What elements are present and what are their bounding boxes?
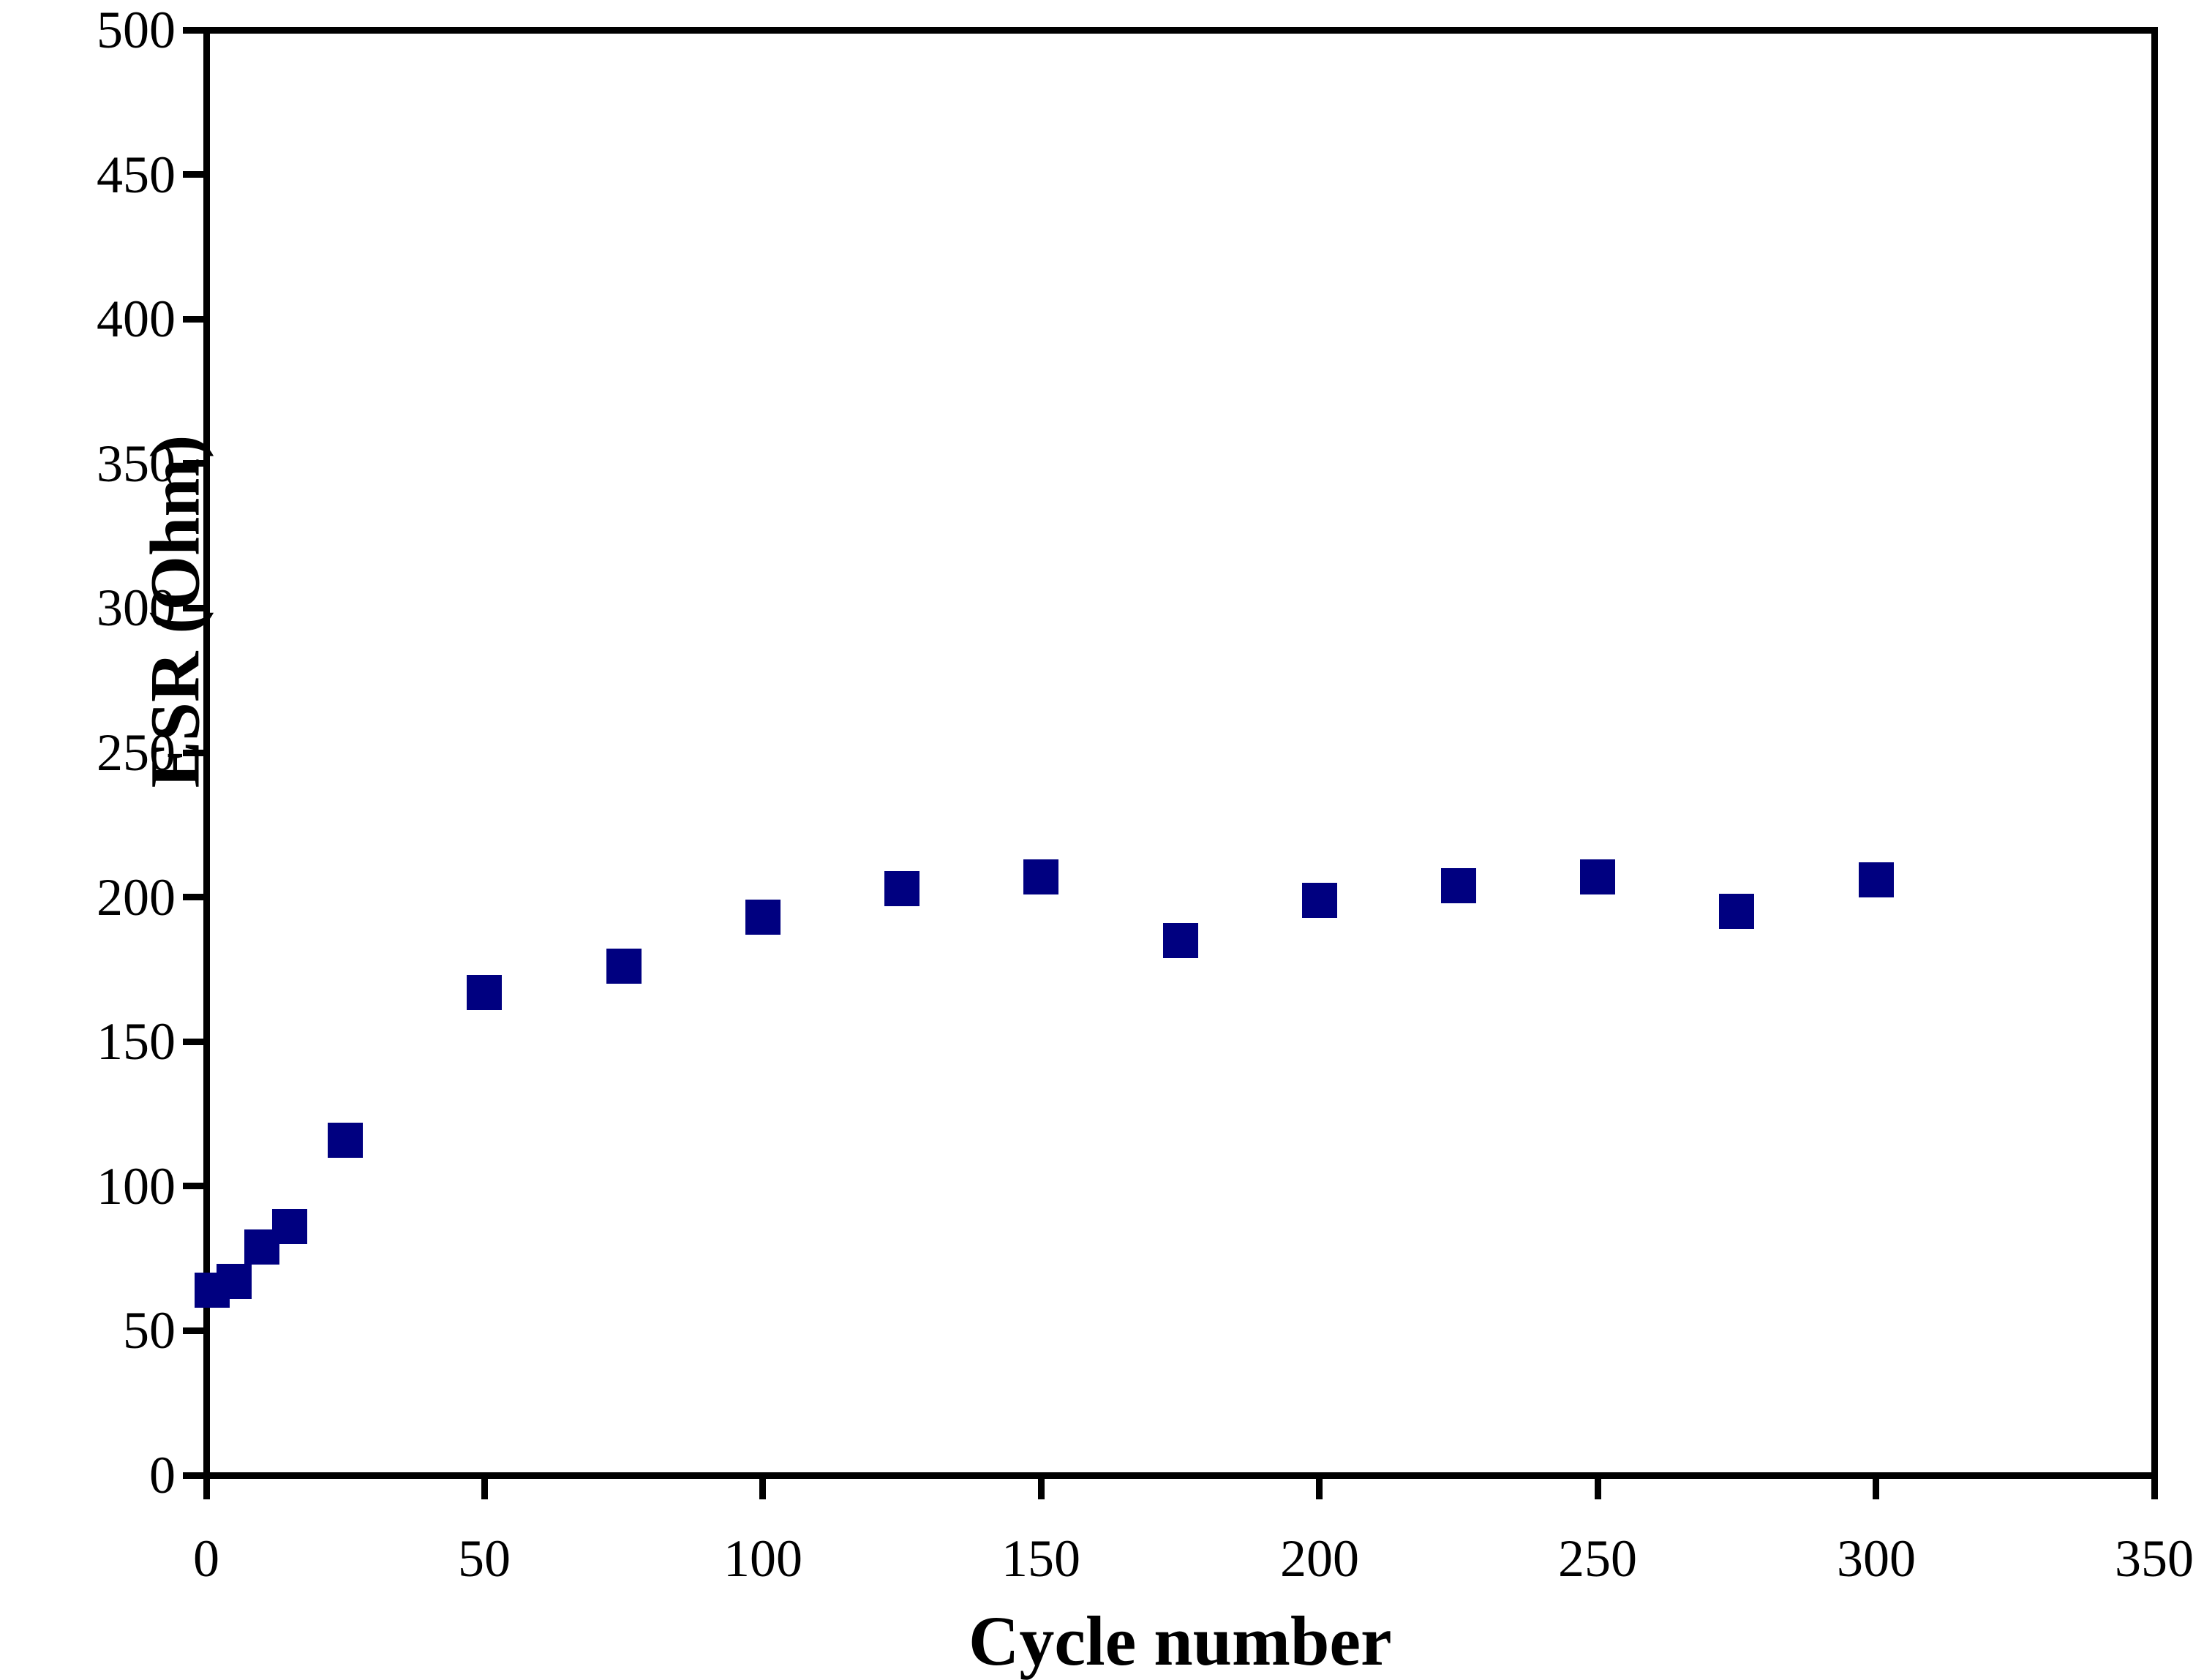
y-axis-tick-label: 50 bbox=[123, 1301, 176, 1360]
x-axis-tick-label: 300 bbox=[1837, 1529, 1916, 1588]
x-axis-tick-label: 50 bbox=[458, 1529, 511, 1588]
y-axis-tick bbox=[183, 605, 203, 611]
x-axis-tick bbox=[2151, 1479, 2158, 1499]
data-point-marker bbox=[606, 949, 642, 984]
x-axis-tick bbox=[1038, 1479, 1045, 1499]
plot-area bbox=[203, 27, 2158, 1479]
x-axis-tick bbox=[1873, 1479, 1879, 1499]
y-axis-tick-label: 400 bbox=[97, 290, 176, 348]
x-axis-tick bbox=[759, 1479, 766, 1499]
y-axis-tick-label: 100 bbox=[97, 1157, 176, 1216]
y-axis-tick bbox=[183, 171, 203, 178]
data-point-marker bbox=[1163, 923, 1198, 958]
x-axis-tick-label: 350 bbox=[2115, 1529, 2194, 1588]
x-axis-tick-label: 250 bbox=[1558, 1529, 1637, 1588]
y-axis-title: ESR (Ohm) bbox=[135, 434, 214, 788]
x-axis-tick bbox=[1595, 1479, 1601, 1499]
y-axis-tick bbox=[183, 1327, 203, 1334]
data-point-marker bbox=[745, 900, 781, 935]
data-point-marker bbox=[1023, 859, 1058, 894]
y-axis-tick bbox=[183, 750, 203, 756]
y-axis-tick bbox=[183, 1183, 203, 1189]
data-point-marker bbox=[1441, 868, 1476, 903]
data-point-marker bbox=[217, 1264, 252, 1299]
data-point-marker bbox=[272, 1209, 307, 1244]
y-axis-tick-label: 150 bbox=[97, 1012, 176, 1071]
y-axis-tick-label: 300 bbox=[97, 579, 176, 637]
y-axis-tick-label: 250 bbox=[97, 723, 176, 782]
x-axis-tick-label: 0 bbox=[193, 1529, 219, 1588]
x-axis-tick-label: 150 bbox=[1001, 1529, 1080, 1588]
x-axis-tick-label: 100 bbox=[723, 1529, 802, 1588]
y-axis-tick bbox=[183, 894, 203, 900]
data-point-marker bbox=[1580, 859, 1615, 894]
x-axis-tick-label: 200 bbox=[1280, 1529, 1359, 1588]
y-axis-tick bbox=[183, 1472, 203, 1479]
x-axis-title: Cycle number bbox=[969, 1602, 1392, 1680]
y-axis-tick bbox=[183, 316, 203, 323]
y-axis-tick bbox=[183, 460, 203, 467]
data-point-marker bbox=[1859, 862, 1894, 897]
data-point-marker bbox=[328, 1123, 363, 1158]
x-axis-tick bbox=[203, 1479, 210, 1499]
y-axis-tick-label: 500 bbox=[97, 1, 176, 59]
data-point-marker bbox=[884, 871, 919, 906]
y-axis-tick-label: 450 bbox=[97, 146, 176, 204]
y-axis-tick bbox=[183, 27, 203, 34]
x-axis-tick bbox=[481, 1479, 488, 1499]
y-axis-tick bbox=[183, 1039, 203, 1045]
y-axis-tick-label: 0 bbox=[149, 1446, 176, 1504]
data-point-marker bbox=[1719, 894, 1754, 929]
data-point-marker bbox=[1302, 883, 1337, 918]
y-axis-tick-label: 200 bbox=[97, 868, 176, 927]
data-point-marker bbox=[467, 975, 502, 1010]
x-axis-tick bbox=[1316, 1479, 1323, 1499]
y-axis-tick-label: 350 bbox=[97, 434, 176, 493]
